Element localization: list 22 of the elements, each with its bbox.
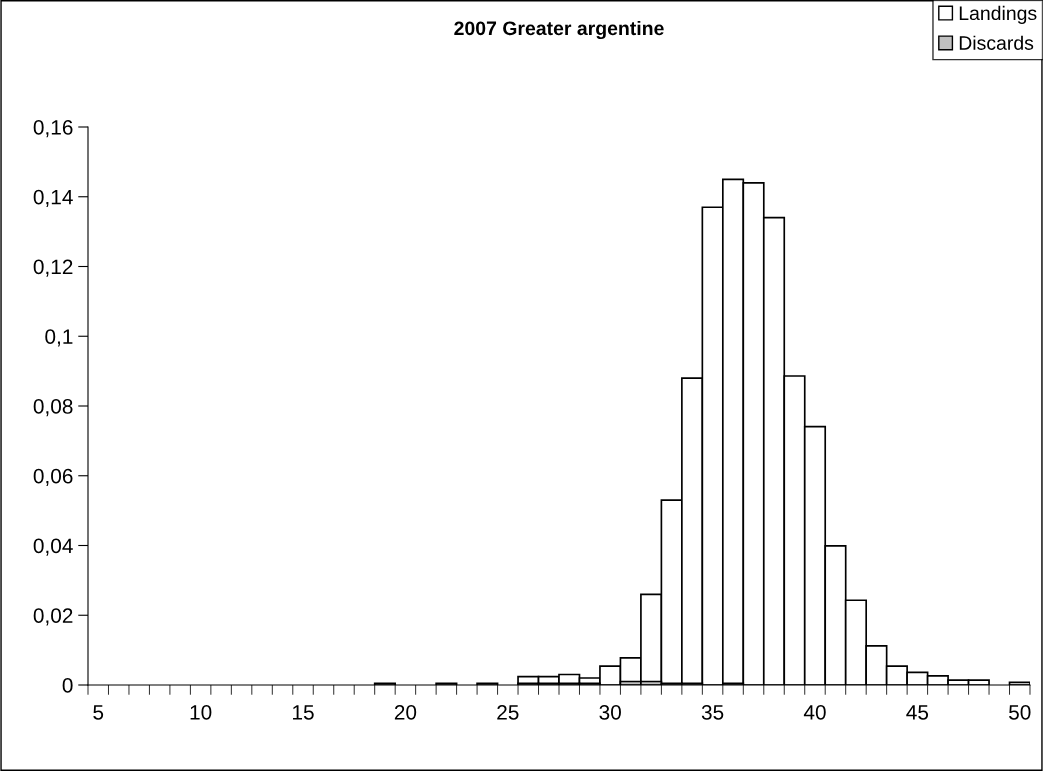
legend-label: Discards <box>959 35 1034 50</box>
y-tick-label: 0,12 <box>33 259 73 277</box>
chart-title: 2007 Greater argentine <box>454 20 664 40</box>
y-tick-label: 0,16 <box>33 120 73 138</box>
x-tick-label: 35 <box>701 704 724 720</box>
x-tick-label: 15 <box>293 705 314 720</box>
x-tick-label: 10 <box>190 704 212 720</box>
x-tick-label: 50 <box>1009 704 1031 720</box>
y-tick-label: 0,04 <box>33 538 73 556</box>
y-tick-label: 0 <box>62 678 73 693</box>
x-tick-label: 5 <box>93 705 104 720</box>
x-tick-label: 25 <box>497 704 519 720</box>
x-tick-label: 40 <box>803 704 826 720</box>
x-tick-label: 20 <box>394 704 417 720</box>
x-tick-label: 45 <box>906 705 929 720</box>
legend-label: Landings <box>959 5 1037 24</box>
y-tick-label: 0,02 <box>33 608 73 626</box>
x-tick-label: 30 <box>599 704 621 720</box>
y-tick-label: 0,06 <box>33 468 73 486</box>
y-tick-label: 0,1 <box>45 329 73 347</box>
y-tick-label: 0,08 <box>33 399 73 417</box>
y-tick-label: 0,14 <box>33 189 73 207</box>
